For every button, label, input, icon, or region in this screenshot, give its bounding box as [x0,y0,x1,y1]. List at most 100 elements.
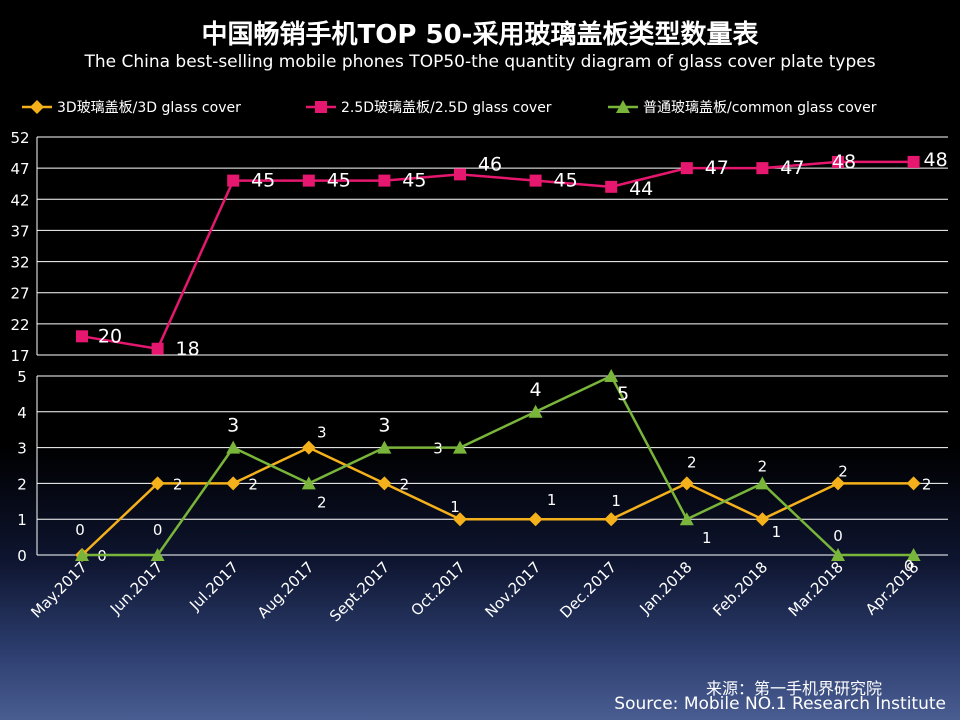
data-point [227,174,240,187]
upper-tick-label: 42 [10,191,29,209]
upper-tick-label: 37 [10,222,29,240]
data-label: 0 [153,521,163,539]
lower-tick-label: 1 [17,511,27,529]
data-point [755,512,770,527]
series-line [82,374,914,557]
data-label: 1 [450,498,460,516]
data-label: 2 [838,462,848,480]
data-label: 4 [530,379,542,401]
data-label: 44 [629,178,653,200]
legend-marker [616,100,630,113]
lower-tick-label: 3 [17,440,27,458]
x-tick-label: May.2017 [27,558,91,622]
data-label: 48 [924,149,948,171]
data-point [454,168,466,181]
data-label: 2 [922,475,932,493]
data-point [75,548,89,561]
data-label: 3 [433,440,443,458]
data-point [453,440,467,454]
chart-title: 中国畅销手机TOP 50-采用玻璃盖板类型数量表 [201,20,759,50]
lower-tick-label: 4 [17,404,27,422]
data-point [906,548,921,561]
legend-label: 3D玻璃盖板/3D glass cover [57,99,241,116]
x-tick-label: Jul.2017 [185,558,242,615]
data-label: 47 [780,157,804,179]
upper-tick-label: 47 [10,160,29,178]
data-label: 45 [402,170,426,192]
data-point [378,174,391,187]
legend-marker [315,101,327,113]
series-line [81,160,914,351]
data-point [528,404,543,418]
data-label: 1 [772,523,782,541]
series-line [81,446,914,556]
data-point [76,330,88,343]
data-label: 3 [227,415,239,437]
upper-tick-label: 52 [10,129,29,147]
data-label: 3 [378,415,390,437]
data-label: 48 [832,151,856,173]
data-point [301,476,316,490]
x-tick-label: Oct.2017 [407,558,468,619]
lower-tick-label: 5 [17,368,27,386]
data-label: 2 [248,475,258,493]
data-point [831,476,845,491]
x-tick-label: Aug.2017 [254,558,318,622]
x-tick-label: Feb.2018 [709,558,771,620]
data-point [529,174,542,187]
data-point [756,162,769,175]
data-label: 2 [758,457,768,475]
data-label: 18 [176,338,200,360]
data-point [150,476,165,491]
data-point [907,155,920,168]
x-tick-label: Dec.2017 [556,558,620,622]
legend-label: 普通玻璃盖板/common glass cover [643,99,877,116]
upper-tick-label: 22 [10,316,29,334]
data-point [906,476,921,491]
data-label: 20 [98,325,122,347]
data-label: 3 [317,424,327,442]
x-tick-label: Jun.2017 [106,558,166,618]
upper-tick-label: 32 [10,254,29,272]
data-point [528,512,543,527]
x-tick-label: Nov.2017 [481,558,544,621]
data-label: 46 [478,153,502,175]
chart-subtitle: The China best-selling mobile phones TOP… [84,52,876,72]
data-point [679,512,694,526]
data-label: 5 [617,383,629,405]
data-point [453,512,467,527]
data-label: 45 [251,170,275,192]
data-point [680,162,693,175]
data-label: 2 [400,475,410,493]
data-point [605,180,618,193]
data-point [604,369,619,382]
data-label: 45 [327,170,351,192]
lower-tick-label: 0 [17,547,27,565]
data-label: 1 [702,529,712,547]
source-en: Source: Mobile NO.1 Research Institute [614,694,946,714]
data-label: 1 [547,491,557,509]
data-point [755,476,770,490]
data-point [679,476,694,491]
data-point [301,440,316,455]
data-point [226,440,241,454]
data-point [377,440,392,454]
data-label: 2 [173,475,183,493]
legend-marker [30,100,44,114]
data-label: 45 [554,170,578,192]
data-point [831,548,845,561]
data-label: 0 [904,557,914,575]
lower-tick-label: 2 [17,475,27,493]
x-tick-label: Mar.2018 [785,558,847,620]
data-point [226,476,241,491]
data-point [604,512,619,527]
legend-label: 2.5D玻璃盖板/2.5D glass cover [341,99,552,116]
x-tick-label: Jan.2018 [635,558,695,618]
data-point [150,548,165,561]
data-label: 1 [611,492,621,510]
data-label: 0 [75,521,85,539]
data-label: 0 [833,527,843,545]
x-tick-label: Sept.2017 [326,558,393,625]
upper-tick-label: 27 [10,285,29,303]
